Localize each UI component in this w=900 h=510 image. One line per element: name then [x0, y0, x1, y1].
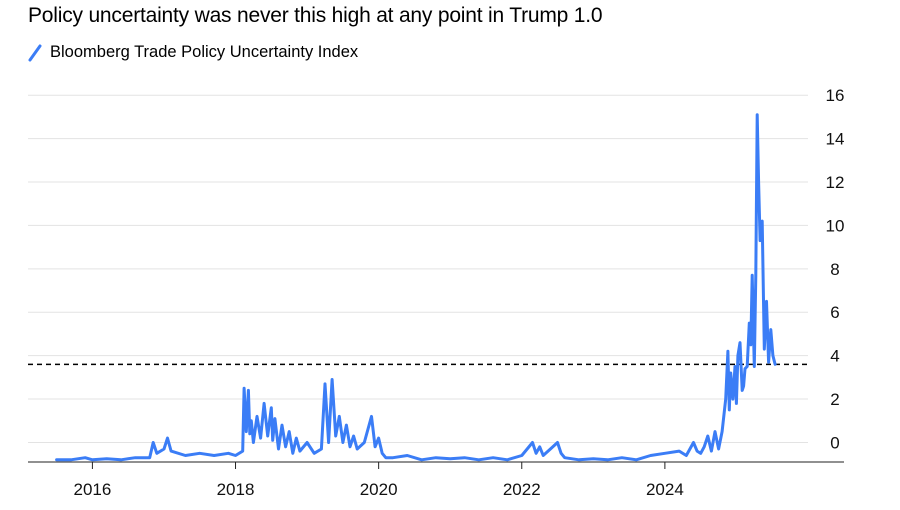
y-tick-label: 14 [826, 130, 845, 149]
x-tick-label: 2020 [360, 480, 398, 499]
y-tick-label: 4 [830, 347, 839, 366]
x-tick-label: 2022 [503, 480, 541, 499]
chart-title: Policy uncertainty was never this high a… [28, 4, 603, 27]
y-tick-label: 12 [826, 173, 845, 192]
legend-label: Bloomberg Trade Policy Uncertainty Index [50, 43, 359, 61]
x-tick-label: 2024 [646, 480, 684, 499]
y-tick-label: 0 [830, 433, 839, 452]
y-tick-label: 16 [826, 86, 845, 105]
x-tick-label: 2018 [217, 480, 255, 499]
legend-slash-icon [28, 44, 42, 61]
y-tick-label: 2 [830, 390, 839, 409]
y-tick-label: 6 [830, 303, 839, 322]
legend: Bloomberg Trade Policy Uncertainty Index [28, 43, 358, 62]
series-line [55, 113, 777, 462]
y-tick-label: 10 [826, 216, 845, 235]
x-tick-label: 2016 [73, 480, 111, 499]
y-tick-label: 8 [830, 260, 839, 279]
